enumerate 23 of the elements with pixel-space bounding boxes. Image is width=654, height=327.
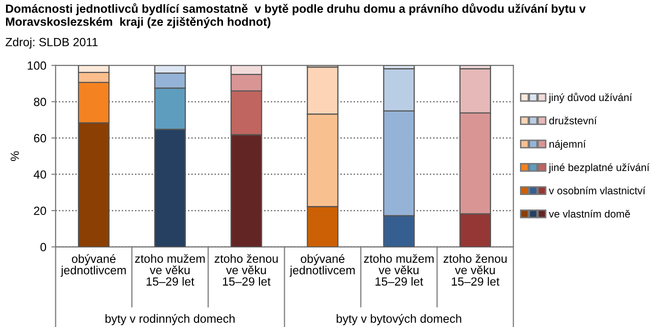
x-tick-label: ztoho ženou ve věku 15–29 let — [444, 254, 507, 286]
x-tick-label: obývané jednotlivcem — [60, 254, 126, 277]
x-tick-label: ztoho mužem ve věku 15–29 let — [135, 254, 205, 286]
y-tick-label: 100 — [28, 61, 46, 70]
legend-label: v osobním vlastnictví — [548, 186, 646, 194]
y-tick-label: 0 — [40, 242, 46, 252]
text: byty v rodinných domech — [106, 314, 235, 326]
x-tick-label: obývané jednotlivcem — [290, 254, 355, 277]
legend-label: jiný důvod užívání — [548, 92, 632, 104]
y-tick-label: 20 — [34, 206, 46, 215]
x-tick-label: ztoho mužem ve věku 15–29 let — [364, 254, 434, 286]
y-tick-label: 40 — [34, 170, 46, 179]
legend-label: nájemní — [550, 140, 586, 150]
legend-label: jiné bezplatné užívání — [548, 163, 650, 174]
text: byty v bytových domech — [336, 314, 462, 326]
y-tick-label: 60 — [34, 134, 46, 142]
x-tick-label: ztoho ženou ve věku 15–29 let — [214, 254, 278, 286]
chart-title: Domácnosti jednotlivců bydlící samostatně v bytě podle druhu domu a právního důvodu užívání bytu v Moravskoslezském kraji (ze zjištěných hodnot) — [6, 3, 586, 28]
legend-label: družstevní — [549, 116, 597, 124]
legend-label: ve vlastním domě — [548, 210, 630, 218]
y-axis-title: % — [10, 151, 19, 161]
chart-subtitle: Zdroj: SLDB 2011 — [6, 38, 98, 49]
y-tick-label: 80 — [34, 98, 46, 106]
